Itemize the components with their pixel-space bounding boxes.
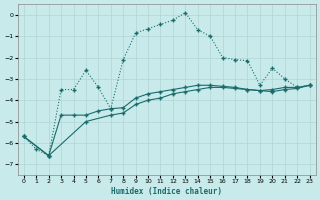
X-axis label: Humidex (Indice chaleur): Humidex (Indice chaleur) [111,187,222,196]
